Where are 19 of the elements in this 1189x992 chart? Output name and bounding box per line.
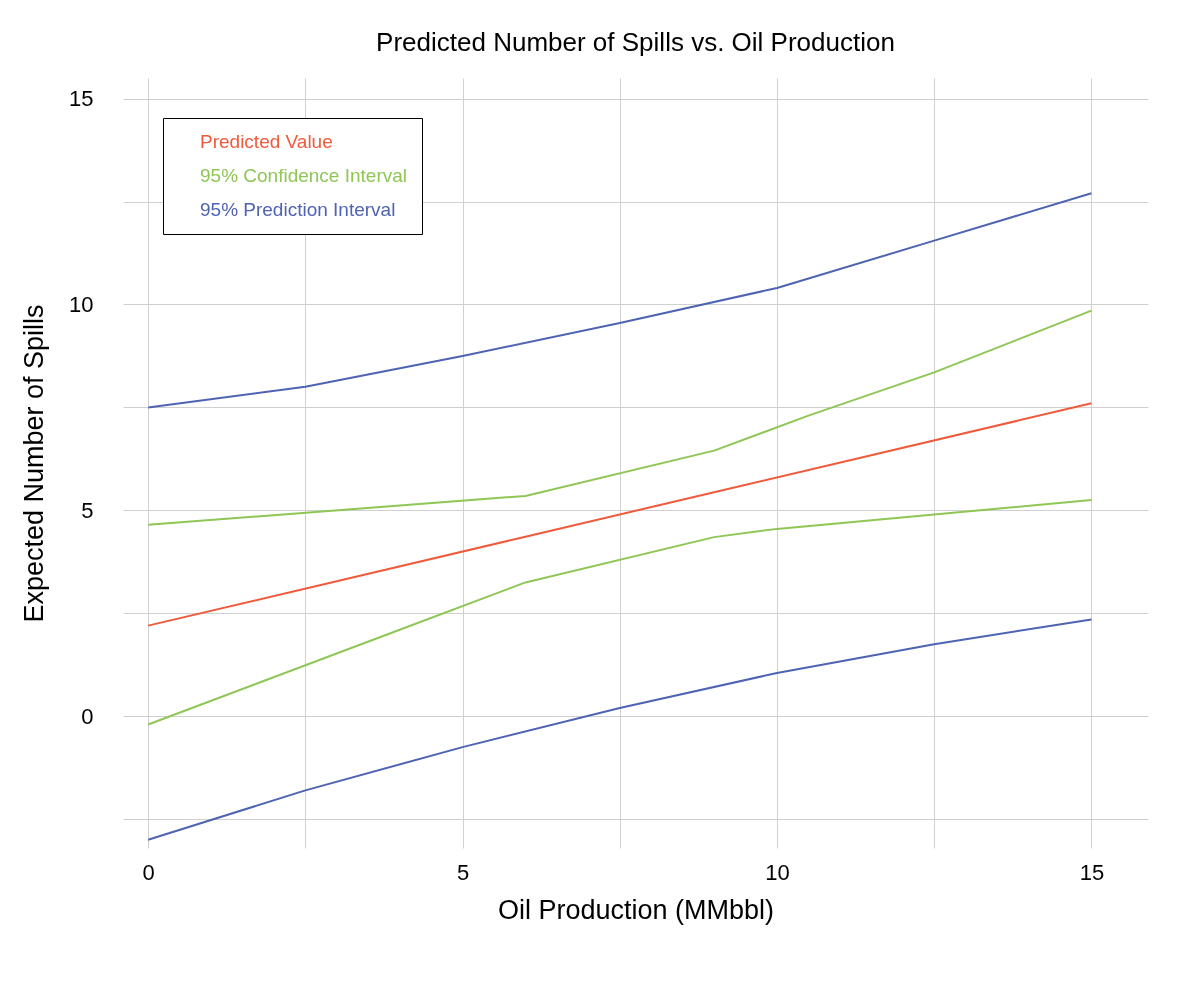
line-series <box>147 309 1093 526</box>
x-tick-label: 10 <box>765 859 790 885</box>
line-series <box>147 192 1093 409</box>
x-axis-title: Oil Production (MMbbl) <box>497 894 775 925</box>
text: 95% Confidence Interval <box>200 164 408 186</box>
text: Predicted Value <box>200 130 333 152</box>
y-tick-label: 0 <box>81 703 94 729</box>
y-tick-label: 5 <box>81 497 94 523</box>
text: 95% Prediction Interval <box>200 198 396 220</box>
x-tick-label: 15 <box>1079 859 1105 885</box>
y-axis-title: Expected Number of Spills <box>19 304 50 623</box>
x-tick-label: 0 <box>142 859 155 885</box>
y-tick-label: 10 <box>69 291 94 317</box>
line-series <box>147 402 1093 627</box>
y-tick-label: 15 <box>69 86 94 112</box>
line-series <box>147 499 1093 726</box>
x-tick-label: 5 <box>456 859 470 885</box>
chart-title: Predicted Number of Spills vs. Oil Production <box>376 27 895 57</box>
line-series <box>147 618 1093 841</box>
